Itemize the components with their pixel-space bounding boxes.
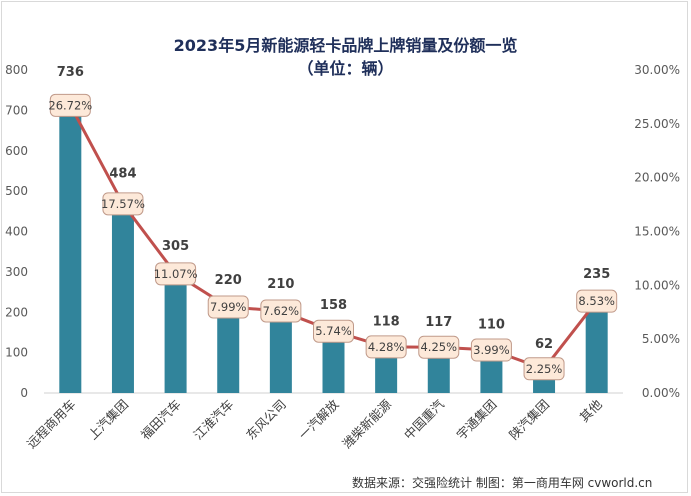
share-label: 4.25% [420,340,457,354]
bar [585,298,608,393]
share-label: 11.07% [154,267,198,281]
bar-value-label: 220 [215,273,242,288]
category-label: 江淮汽车 [190,397,236,443]
share-label-box [260,299,302,323]
share-label: 3.99% [473,343,510,357]
y-tick-label: 700 [5,103,28,117]
share-label-box [365,335,407,359]
y2-tick-label: 10.00% [634,278,680,292]
bar [322,329,345,393]
share-label-box [523,357,565,381]
y-tick-label: 100 [5,346,28,360]
bar-value-label: 158 [320,298,347,313]
share-label-box [49,93,91,117]
share-label-box [313,319,354,343]
bar-value-label: 110 [478,318,505,333]
bar-value-label: 484 [109,167,136,182]
bar-value-label: 118 [373,314,400,329]
category-label: 中国重汽 [401,396,447,442]
bar-value-label: 736 [57,65,84,80]
share-label: 2.25% [526,362,563,376]
share-label-box [102,192,144,216]
bar-value-label: 235 [583,267,610,282]
bar [59,95,82,393]
category-label: 其他 [577,396,606,425]
category-label: 福田汽车 [138,397,184,443]
bar [269,308,292,393]
y-tick-label: 500 [5,184,28,198]
category-label: 潍柴新能源 [339,396,394,451]
y-tick-label: 600 [5,144,28,158]
y-tick-label: 200 [5,305,28,319]
share-label: 8.53% [578,294,615,308]
share-label: 17.57% [101,197,145,211]
category-label: 一汽解放 [296,396,342,442]
category-label: 宇通集团 [454,397,500,443]
chart-subtitle: （单位：辆） [297,59,394,78]
y2-tick-label: 0.00% [642,386,680,400]
bar-value-label: 305 [162,239,189,254]
bar-value-label: 62 [535,337,553,352]
share-label-box [418,335,460,359]
bar [111,197,134,393]
bar [164,269,187,393]
share-label-box [155,262,197,286]
share-label-box [470,338,512,362]
data-source-note: 数据来源：交强险统计 制图：第一商用车网 cvworld.cn [352,476,653,490]
share-label-box [576,289,618,313]
y2-tick-label: 20.00% [634,171,680,185]
bar-value-label: 210 [267,277,294,292]
y2-tick-label: 15.00% [634,225,680,239]
share-label: 4.28% [368,340,405,354]
y2-tick-label: 5.00% [642,332,680,346]
y-tick-label: 400 [5,225,28,239]
category-label: 远程商用车 [24,397,79,452]
share-label: 7.99% [210,300,247,314]
y-tick-label: 0 [20,386,28,400]
y2-tick-label: 25.00% [634,117,680,131]
share-label-box [207,295,249,319]
share-label: 7.62% [263,304,300,318]
bar-value-label: 117 [425,315,452,330]
share-label: 5.74% [315,324,352,338]
share-label: 26.72% [48,98,92,112]
category-label: 陕汽集团 [506,397,552,443]
y-tick-label: 300 [5,265,28,279]
category-label: 上汽集团 [85,397,131,443]
chart-title: 2023年5月新能源轻卡品牌上牌销量及份额一览 [173,36,518,55]
y-tick-label: 800 [5,63,28,77]
y2-tick-label: 30.00% [634,63,680,77]
category-label: 东风公司 [243,397,289,443]
bar [217,304,240,393]
